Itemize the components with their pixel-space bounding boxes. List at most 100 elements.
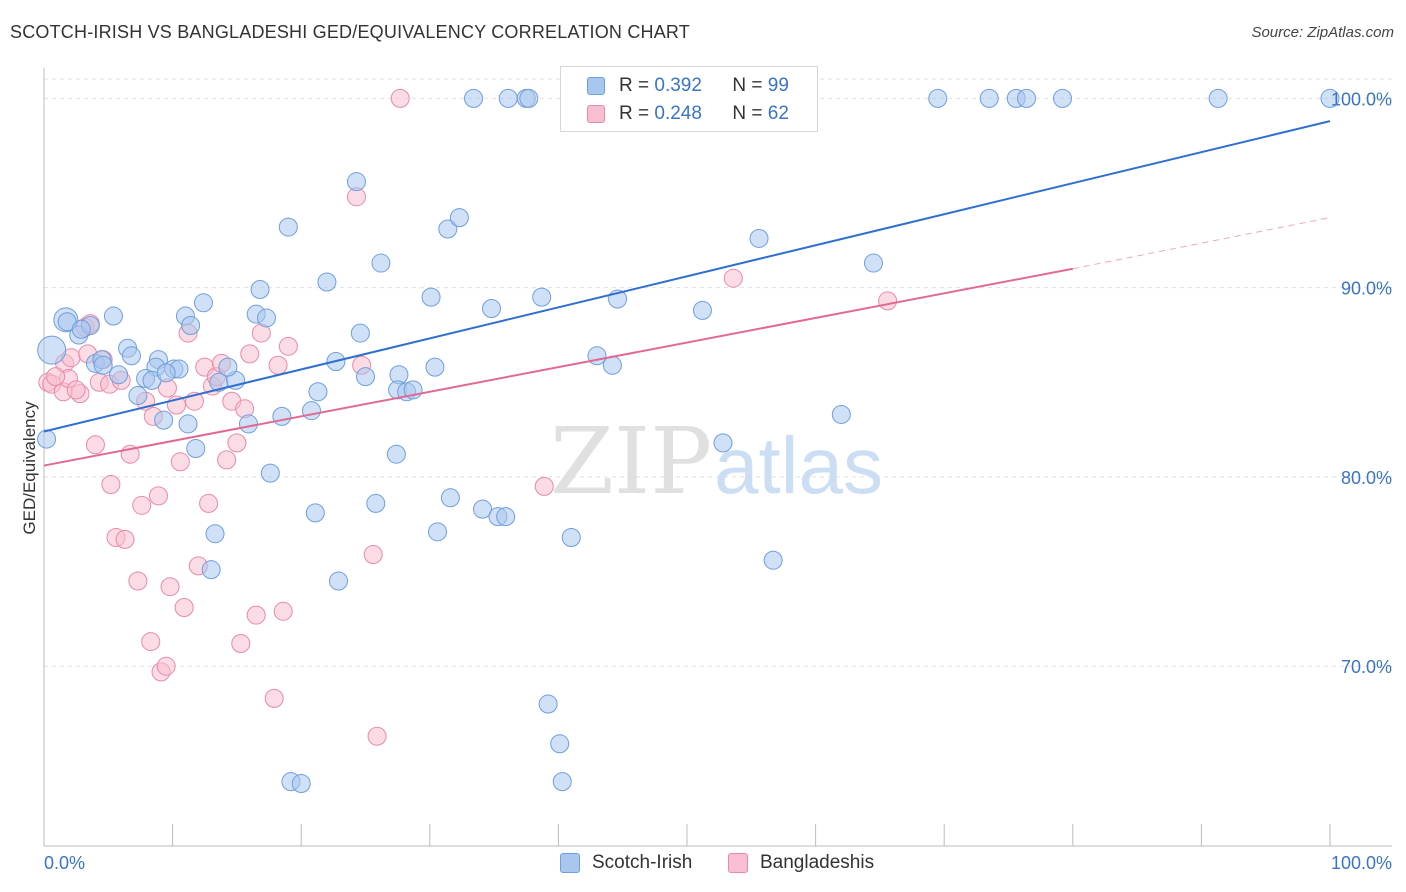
bangladeshi-point bbox=[174, 598, 194, 618]
scotch-irish-point bbox=[186, 439, 206, 459]
trend-lines bbox=[43, 120, 1331, 467]
x-tick-label: 0.0% bbox=[44, 853, 85, 873]
legend-n-value: 62 bbox=[767, 103, 789, 124]
scotch-irish-point bbox=[1320, 88, 1340, 108]
legend-swatch-blue bbox=[560, 853, 580, 873]
legend-r-label: R = bbox=[619, 75, 650, 96]
scotch-irish-point bbox=[301, 401, 321, 421]
bangladeshi-point bbox=[85, 435, 105, 455]
source-label: Source: ZipAtlas.com bbox=[1251, 24, 1394, 41]
scotch-irish-point bbox=[496, 507, 516, 527]
scotch-irish-point bbox=[156, 363, 176, 383]
scotch-irish-point bbox=[713, 433, 733, 453]
scotch-irish-point bbox=[260, 463, 280, 483]
y-axis-label: GED/Equivalency bbox=[20, 401, 39, 535]
scotch-irish-point bbox=[37, 335, 67, 365]
bangladeshi-point bbox=[268, 355, 288, 375]
bangladeshi-point bbox=[132, 495, 152, 515]
scotch-irish-point bbox=[587, 346, 607, 366]
legend-row-bangladeshis: R = 0.248 N = 62 bbox=[561, 99, 789, 129]
scotch-irish-point bbox=[473, 499, 493, 519]
y-tick-label: 90.0% bbox=[1341, 279, 1392, 299]
bangladeshi-point bbox=[128, 571, 148, 591]
scotch-irish-point bbox=[692, 300, 712, 320]
scotch-irish-point bbox=[350, 323, 370, 343]
bangladeshi-point bbox=[390, 88, 410, 108]
bottom-legend-label: Bangladeshis bbox=[760, 852, 875, 873]
scotch-irish-point bbox=[71, 319, 91, 339]
bangladeshi-point bbox=[46, 367, 66, 387]
scotch-irish-point bbox=[532, 287, 552, 307]
scotch-irish-point bbox=[482, 298, 502, 318]
scotch-irish-point bbox=[928, 88, 948, 108]
watermark: ZIP atlas bbox=[550, 408, 883, 515]
legend-n-label: N = bbox=[732, 103, 763, 124]
bottom-legend-scotch-irish: Scotch-Irish bbox=[560, 852, 692, 874]
scotch-irish-point bbox=[1017, 88, 1037, 108]
scotch-irish-point bbox=[371, 253, 391, 273]
scotch-irish-point bbox=[154, 410, 174, 430]
scotch-irish-point bbox=[428, 522, 448, 542]
bangladeshi-point bbox=[534, 476, 554, 496]
x-tick-label: 100.0% bbox=[1331, 853, 1392, 873]
scotch-irish-point bbox=[366, 493, 386, 513]
bangladeshi-point bbox=[367, 726, 387, 746]
scotch-irish-point bbox=[201, 560, 221, 580]
bangladeshi-point bbox=[148, 486, 168, 506]
watermark-atlas: atlas bbox=[714, 421, 883, 510]
scotch-irish-points bbox=[37, 88, 1340, 794]
scotch-irish-point bbox=[103, 306, 123, 326]
scotch-irish-point bbox=[1053, 88, 1073, 108]
bangladeshi-point bbox=[156, 656, 176, 676]
scotch-irish-point bbox=[128, 386, 148, 406]
scotch-irish-point bbox=[238, 414, 258, 434]
axes bbox=[43, 68, 1392, 847]
watermark-zip: ZIP bbox=[550, 408, 712, 515]
bangladeshi-point bbox=[246, 605, 266, 625]
scotch-irish-point bbox=[425, 357, 445, 377]
bangladeshi-trend-line bbox=[43, 267, 1073, 467]
scotch-irish-point bbox=[356, 367, 375, 387]
scotch-irish-point bbox=[561, 527, 581, 547]
y-tick-label: 80.0% bbox=[1341, 468, 1392, 488]
scotch-irish-point bbox=[440, 488, 460, 508]
scotch-irish-point bbox=[831, 404, 851, 424]
bangladeshi-point bbox=[160, 577, 180, 597]
bangladeshi-point bbox=[723, 268, 743, 288]
legend-r-value: 0.248 bbox=[654, 103, 702, 124]
bangladeshi-point bbox=[101, 474, 121, 494]
bottom-legend-bangladeshis: Bangladeshis bbox=[728, 852, 874, 874]
scotch-irish-point bbox=[1208, 88, 1228, 108]
scotch-irish-point bbox=[763, 550, 783, 570]
scotch-irish-point bbox=[178, 414, 198, 434]
bangladeshi-point bbox=[141, 632, 161, 652]
bangladeshi-trend-extension bbox=[1072, 217, 1331, 270]
bangladeshi-point bbox=[217, 450, 237, 470]
scotch-irish-point bbox=[749, 228, 769, 248]
scotch-irish-point bbox=[317, 272, 337, 292]
scotch-irish-point bbox=[218, 357, 238, 377]
chart-title: SCOTCH-IRISH VS BANGLADESHI GED/EQUIVALE… bbox=[10, 22, 690, 42]
scotch-irish-point bbox=[438, 219, 458, 239]
bangladeshi-point bbox=[199, 493, 219, 513]
scotch-irish-point bbox=[308, 382, 328, 402]
scotch-irish-point bbox=[109, 365, 129, 385]
scotch-irish-point bbox=[305, 503, 325, 523]
scotch-irish-point bbox=[550, 734, 570, 754]
scotch-irish-point bbox=[863, 253, 883, 273]
scotch-irish-point bbox=[250, 280, 270, 300]
scotch-irish-point bbox=[291, 774, 311, 794]
legend-n-value: 99 bbox=[767, 75, 789, 96]
scotch-irish-point bbox=[93, 355, 113, 375]
bangladeshi-point bbox=[170, 452, 190, 472]
bangladeshi-point bbox=[363, 545, 383, 565]
scotch-irish-point bbox=[205, 524, 225, 544]
scotch-irish-point bbox=[193, 293, 213, 313]
legend-n-label: N = bbox=[732, 75, 763, 96]
scotch-irish-point bbox=[464, 88, 484, 108]
legend-swatch-pink bbox=[587, 105, 605, 123]
legend: R = 0.392 N = 99 R = 0.248 N = 62 bbox=[560, 66, 818, 132]
bangladeshi-point bbox=[273, 601, 293, 621]
scotch-irish-point bbox=[498, 88, 518, 108]
